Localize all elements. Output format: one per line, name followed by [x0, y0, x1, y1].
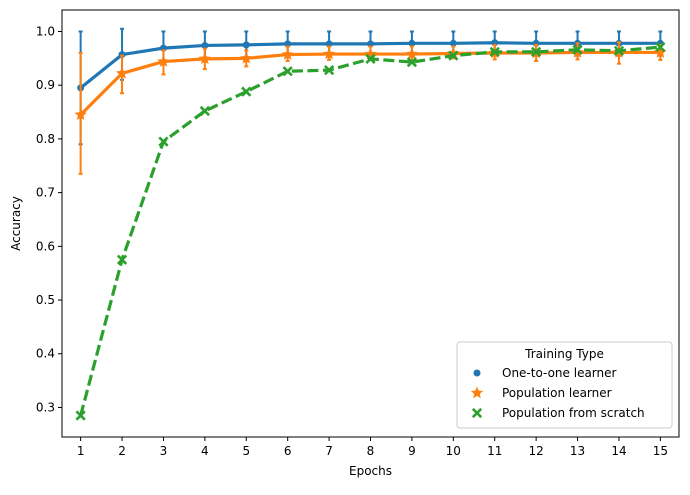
x-tick-label: 3 — [160, 444, 168, 458]
y-tick-label: 0.9 — [36, 78, 55, 92]
y-tick-label: 0.7 — [36, 186, 55, 200]
data-point — [158, 136, 169, 147]
x-tick-label: 15 — [653, 444, 668, 458]
data-point — [408, 39, 416, 47]
series-layer — [74, 27, 667, 421]
legend-label: Population from scratch — [502, 406, 645, 420]
data-point-stroke-b — [448, 50, 459, 61]
data-point-stroke-b — [406, 56, 418, 68]
x-tick-label: 4 — [201, 444, 209, 458]
x-tick-label: 2 — [118, 444, 126, 458]
x-tick-label: 6 — [284, 444, 292, 458]
data-point-stroke-b — [241, 86, 252, 97]
y-axis-label: Accuracy — [9, 196, 23, 251]
data-point — [116, 254, 128, 265]
axes-layer: 1 2 3 4 5 6 7 8 9 10 11 12 13 14 150.30.40.50.60.70.80… — [36, 9, 680, 458]
data-point-stroke-b — [365, 53, 376, 64]
legend-marker — [471, 407, 483, 419]
legend-label: One-to-one learner — [502, 366, 617, 380]
series-2 — [75, 41, 666, 421]
data-point-stroke-b — [116, 254, 128, 265]
data-point — [531, 46, 542, 58]
data-point-stroke-b — [282, 66, 293, 77]
y-tick-label: 0.5 — [36, 293, 55, 307]
data-point — [613, 45, 625, 56]
data-point — [74, 108, 87, 120]
data-point — [322, 47, 336, 60]
x-tick-label: 1 — [77, 444, 85, 458]
data-point — [75, 410, 86, 421]
data-point — [449, 39, 457, 47]
data-point — [282, 66, 293, 77]
data-point — [489, 46, 500, 58]
data-point — [406, 56, 418, 68]
data-point — [240, 51, 253, 64]
data-point — [365, 53, 376, 64]
data-point-stroke-b — [655, 41, 666, 53]
data-point-stroke-b — [489, 46, 500, 58]
y-tick-label: 1.0 — [36, 24, 55, 38]
legend-entry: Population learner — [470, 386, 612, 400]
y-tick-label: 0.3 — [36, 400, 55, 414]
data-point-stroke-b — [531, 46, 542, 58]
legend-title: Training Type — [524, 347, 604, 361]
data-point-stroke-b — [75, 410, 86, 421]
data-point — [241, 86, 252, 97]
data-point — [157, 55, 170, 67]
data-point — [448, 50, 459, 61]
data-point — [115, 66, 129, 79]
data-point — [655, 41, 666, 53]
x-tick-label: 7 — [325, 444, 333, 458]
x-tick-label: 14 — [611, 444, 626, 458]
data-point-stroke-b — [158, 136, 169, 147]
data-point — [242, 41, 250, 49]
legend-marker-stroke-b — [471, 407, 483, 419]
data-point — [323, 65, 335, 76]
legend-marker — [473, 369, 481, 377]
legend-box — [456, 341, 673, 429]
legend: Training Type One-to-one learner Populati… — [456, 341, 673, 429]
data-point — [571, 45, 584, 58]
y-tick-label: 0.4 — [36, 347, 55, 361]
data-point-stroke-b — [613, 45, 625, 56]
x-tick-label: 12 — [528, 444, 543, 458]
data-point-stroke-b — [572, 44, 583, 55]
y-tick-label: 0.6 — [36, 239, 55, 253]
data-point — [201, 41, 209, 49]
x-tick-label: 13 — [570, 444, 585, 458]
data-point-stroke-b — [199, 105, 210, 117]
x-tick-label: 8 — [367, 444, 375, 458]
data-point — [281, 48, 294, 60]
x-tick-label: 10 — [446, 444, 461, 458]
data-point — [572, 44, 583, 55]
data-point — [199, 105, 210, 117]
legend-entry: One-to-one learner — [473, 366, 617, 380]
x-axis-label: Epochs — [349, 464, 392, 478]
data-point — [654, 45, 667, 58]
legend-label: Population learner — [502, 386, 612, 400]
legend-marker — [470, 386, 484, 399]
data-point-stroke-b — [323, 65, 335, 76]
x-tick-label: 11 — [487, 444, 502, 458]
y-tick-label: 0.8 — [36, 132, 55, 146]
data-point — [198, 52, 212, 65]
data-point — [405, 47, 419, 60]
x-tick-label: 5 — [242, 444, 250, 458]
legend-entry: Population from scratch — [471, 406, 645, 420]
x-tick-label: 9 — [408, 444, 416, 458]
